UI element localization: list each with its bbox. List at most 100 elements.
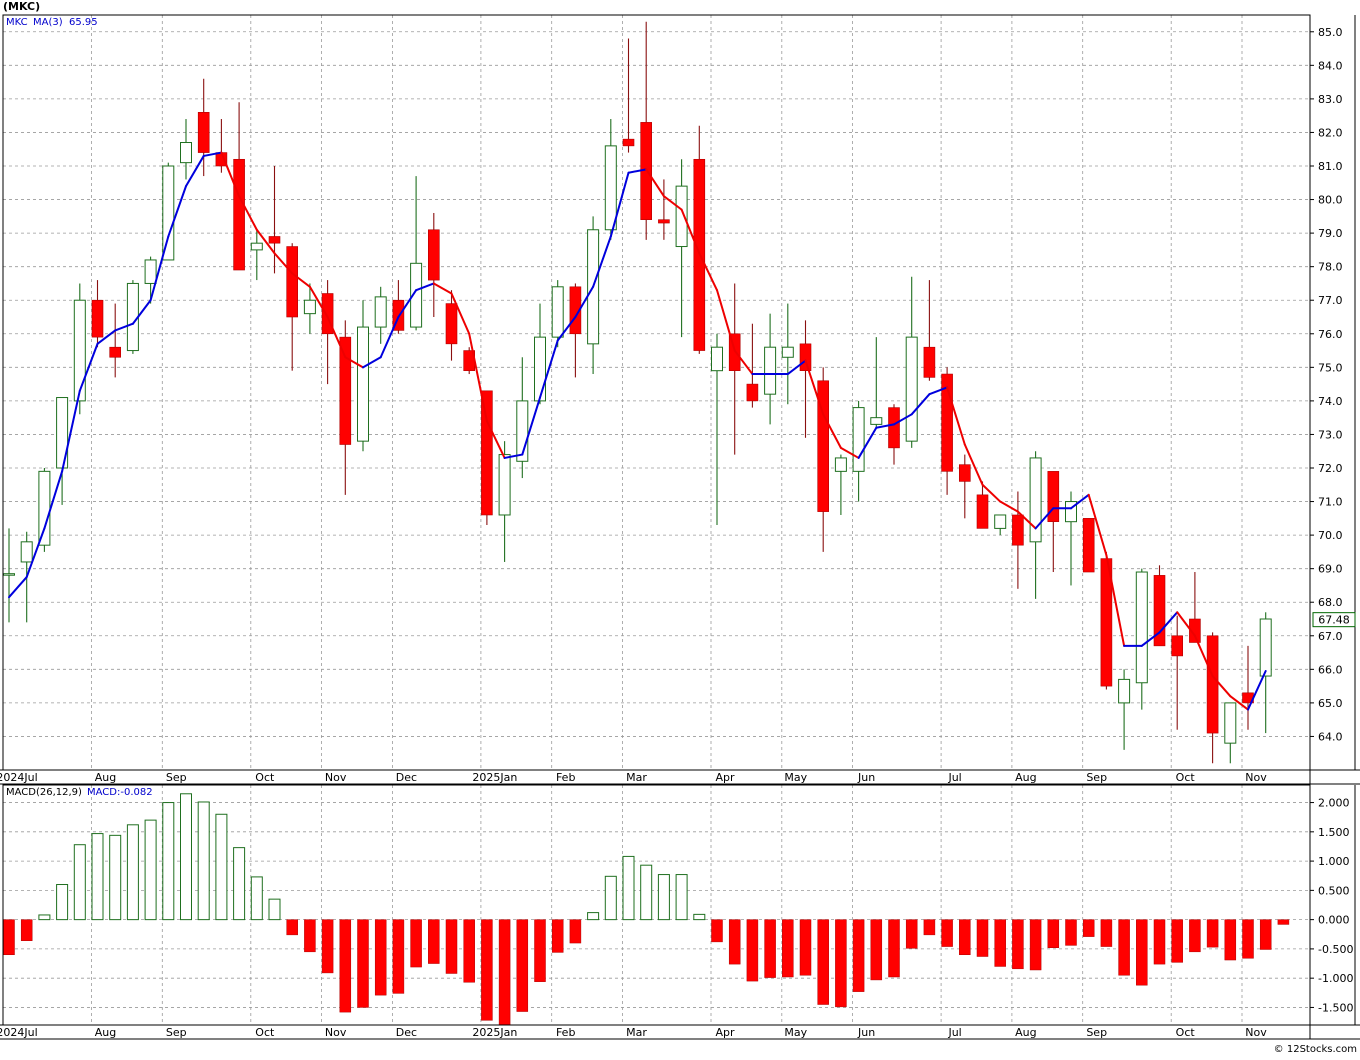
ma3-segment (220, 151, 241, 198)
candle-body-up (551, 286, 564, 338)
candle-body-up (38, 470, 51, 546)
ma3-segment (149, 235, 170, 302)
ma3-segment (999, 500, 1019, 513)
macd-bar-positive (109, 834, 122, 921)
macd-bar-negative (941, 919, 953, 947)
macd-bar-negative (1029, 919, 1042, 971)
ma3-segment (344, 356, 364, 369)
ma3-segment (662, 195, 683, 211)
macd-bar-negative (1153, 919, 1166, 965)
candle-body-up (1029, 457, 1042, 543)
price-tick-label: 79.0 (1318, 227, 1343, 240)
macd-bar-negative (782, 919, 794, 978)
price-grid (2, 15, 1310, 770)
macd-bar-negative (445, 919, 458, 974)
candle-body-down (569, 286, 582, 335)
macd-bar-negative (374, 919, 387, 996)
price-tick-label: 75.0 (1318, 361, 1343, 374)
candle-body-down (109, 346, 121, 358)
month-label-macd: Jun (857, 1026, 875, 1039)
macd-tick-label: 1.500 (1318, 826, 1350, 839)
last-price-box (1312, 612, 1356, 628)
candle-body-down (268, 236, 281, 244)
macd-tick-label: 1.000 (1318, 855, 1350, 868)
candle-body-down (728, 333, 741, 371)
macd-bar-positive (56, 884, 69, 921)
macd-tick-label: 0.500 (1318, 884, 1350, 897)
macd-bar-negative (357, 919, 369, 1008)
month-label-macd: Sep (166, 1026, 187, 1039)
month-label-macd: Feb (556, 1026, 575, 1039)
candle-body-down (817, 380, 830, 512)
ma3-segment (521, 396, 541, 456)
price-tick-label: 66.0 (1318, 663, 1343, 676)
candle-body-down (286, 246, 299, 318)
candle-body-down (427, 229, 440, 281)
price-tick-label: 74.0 (1318, 395, 1343, 408)
price-tick-label: 77.0 (1318, 294, 1343, 307)
month-label: Mar (626, 771, 647, 784)
macd-tick-label: -1.500 (1318, 1001, 1353, 1014)
candle-body-down (888, 407, 900, 449)
ma3-segment (238, 195, 258, 231)
ma3-segment (1193, 634, 1214, 678)
ma3-segment (1247, 670, 1267, 711)
candle-body-up (870, 417, 883, 425)
candle-body-down (1153, 575, 1166, 647)
macd-bar-positive (197, 801, 210, 921)
macd-bar-positive (693, 913, 706, 921)
candle-body-up (604, 145, 617, 231)
ma3-segment (255, 228, 276, 255)
month-label-macd: Oct (255, 1026, 275, 1039)
candle-body-up (1259, 618, 1272, 677)
ma3-segment (627, 168, 648, 174)
candle-body-down (1206, 635, 1219, 734)
macd-bar-negative (1082, 919, 1095, 937)
candle-body-up (180, 142, 192, 164)
ma3-segment (379, 316, 400, 359)
price-tick-label: 84.0 (1318, 59, 1343, 72)
macd-bar-negative (286, 919, 298, 936)
macd-bar-positive (675, 874, 688, 921)
ma3-segment (733, 349, 754, 376)
price-tick-label: 78.0 (1318, 261, 1343, 274)
ma-line (8, 151, 1267, 711)
candle-body-up (250, 242, 263, 251)
macd-bar-negative (516, 919, 529, 1012)
macd-bar-negative (764, 919, 776, 978)
ma3-segment (78, 342, 99, 392)
ma3-segment (1070, 493, 1090, 510)
axes: 64.0 65.0 66.0 67.0 68.0 69.0 70.0 71.0 72.0 73.0… (0, 14, 1360, 1040)
macd-tick-label: -1.000 (1318, 972, 1353, 985)
candle-body-up (516, 400, 529, 462)
candle-body-up (834, 457, 847, 472)
ma3-segment (43, 470, 64, 530)
macd-bar-negative (1171, 919, 1183, 963)
ma3-segment (1034, 507, 1055, 530)
candle-body-down (1082, 518, 1095, 573)
price-tick-label: 76.0 (1318, 328, 1343, 341)
ma3-segment (185, 154, 205, 188)
ma3-segment (786, 359, 807, 376)
ma3-segment (680, 208, 701, 255)
candle-body-down (91, 299, 104, 338)
macd-bar-negative (321, 919, 334, 974)
macd-bar-positive (91, 833, 104, 921)
macd-bar-negative (1242, 919, 1254, 959)
price-tick-label: 72.0 (1318, 462, 1343, 475)
month-label-macd: Aug (1015, 1026, 1036, 1039)
ma3-segment (202, 151, 223, 157)
price-tick-label: 80.0 (1318, 194, 1343, 207)
macd-bar-negative (481, 919, 493, 1021)
ma3-segment (397, 289, 418, 318)
ma3-segment (468, 332, 488, 423)
month-label: Sep (166, 771, 187, 784)
macd-bar-positive (162, 802, 175, 921)
month-label: 2025Jan (472, 771, 517, 784)
ma3-segment (839, 446, 860, 459)
legend-symbol: MKC (6, 17, 28, 28)
macd-bar-negative (20, 919, 33, 941)
ma3-segment (8, 576, 28, 599)
ma3-segment (1229, 695, 1249, 711)
